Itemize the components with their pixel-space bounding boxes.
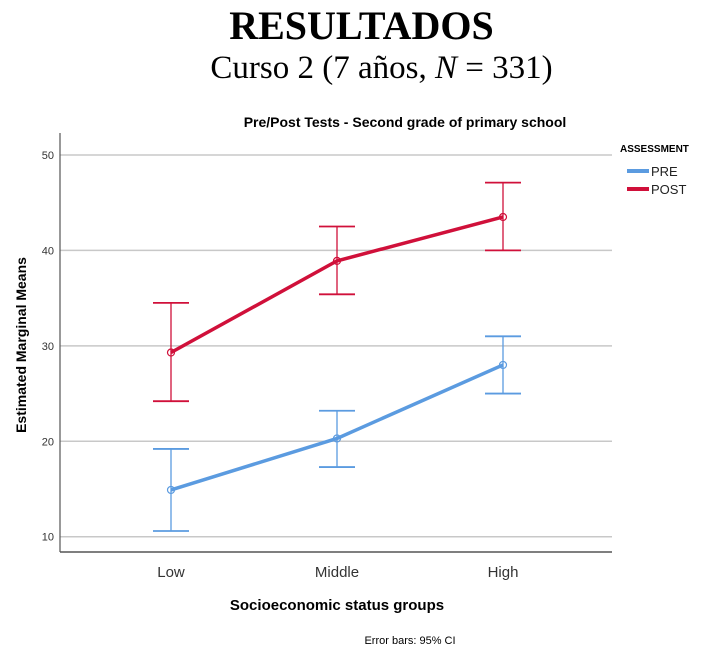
subheading-prefix: Curso 2 (7 años, (210, 50, 435, 86)
y-tick-label: 20 (42, 436, 54, 448)
y-tick-label: 10 (42, 532, 54, 544)
y-axis-label: Estimated Marginal Means (13, 257, 29, 433)
post-data-point (332, 256, 342, 265)
pre-data-point (166, 485, 176, 495)
y-tick-label: 50 (42, 150, 54, 162)
x-tick-label: High (488, 564, 519, 581)
post-data-point (498, 212, 508, 222)
legend-title: ASSESSMENT (620, 144, 689, 155)
pre-data-point (498, 360, 508, 370)
x-tick-label: Middle (315, 564, 359, 581)
chart-title: Pre/Post Tests - Second grade of primary… (244, 114, 567, 130)
legend-label-pre: PRE (651, 164, 678, 179)
x-axis-label: Socioeconomic status groups (230, 597, 444, 614)
page-heading: RESULTADOS (229, 3, 494, 48)
x-tick-label: Low (157, 564, 185, 581)
subheading-suffix: = 331) (456, 50, 553, 86)
subheading-n: N (434, 50, 457, 86)
y-tick-label: 30 (42, 341, 54, 353)
y-tick-label: 40 (42, 245, 54, 257)
pre-data-point (332, 434, 342, 443)
footnote: Error bars: 95% CI (364, 635, 455, 647)
post-data-point (166, 348, 176, 357)
legend-label-post: POST (651, 182, 686, 197)
page-subheading: Curso 2 (7 años, N = 331) (30, 50, 703, 87)
